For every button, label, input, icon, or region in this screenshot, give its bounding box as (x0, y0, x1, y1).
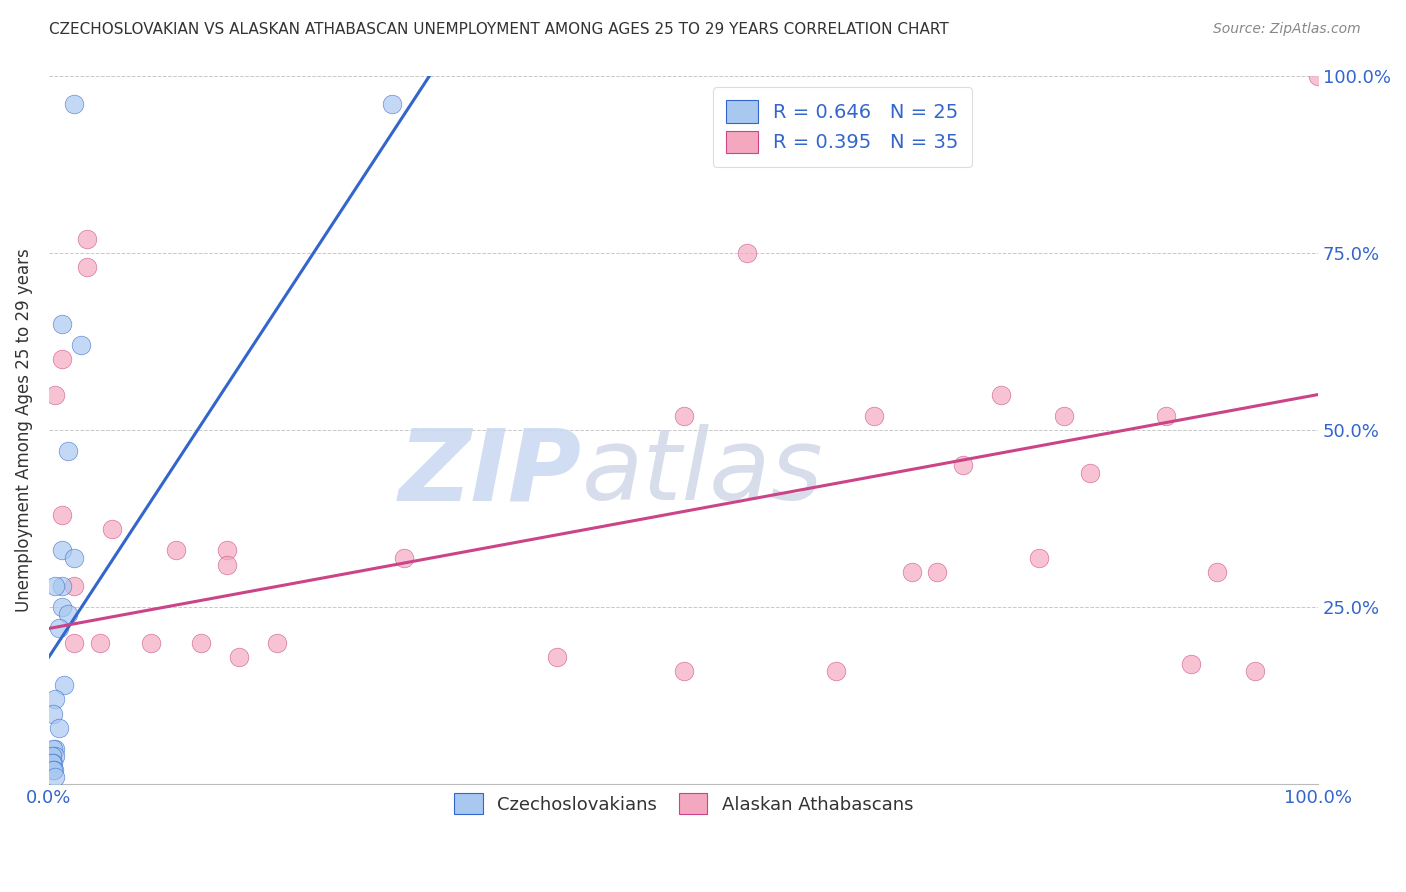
Point (44, 387, 66, 401)
Point (381, 96, 404, 111)
Point (1028, 550, 1050, 565)
Point (41, 756, 63, 771)
Point (927, 565, 949, 579)
Point (165, 543, 187, 558)
Point (89, 635, 111, 649)
Point (1078, 466, 1101, 480)
Point (48, 721, 70, 735)
Y-axis label: Unemployment Among Ages 25 to 29 years: Unemployment Among Ages 25 to 29 years (15, 248, 32, 612)
Point (51, 600, 73, 615)
Text: CZECHOSLOVAKIAN VS ALASKAN ATHABASCAN UNEMPLOYMENT AMONG AGES 25 TO 29 YEARS COR: CZECHOSLOVAKIAN VS ALASKAN ATHABASCAN UN… (49, 22, 949, 37)
Point (1243, 664, 1265, 678)
Point (215, 543, 238, 558)
Point (76, 260, 98, 274)
Point (44, 742, 66, 756)
Point (56, 607, 79, 622)
Point (69, 338, 91, 352)
Point (63, 550, 86, 565)
Point (44, 692, 66, 706)
Point (42, 706, 65, 721)
Point (1180, 657, 1202, 671)
Point (672, 409, 695, 423)
Point (51, 317, 73, 331)
Legend: Czechoslovakians, Alaskan Athabascans: Czechoslovakians, Alaskan Athabascans (443, 782, 924, 825)
Point (672, 664, 695, 678)
Point (51, 508, 73, 522)
Point (44, 770, 66, 784)
Point (394, 550, 416, 565)
Point (63, 579, 86, 593)
Point (63, 635, 86, 649)
Point (990, 387, 1012, 401)
Point (228, 649, 250, 664)
Point (51, 543, 73, 558)
Point (1154, 409, 1177, 423)
Point (1308, 69, 1330, 83)
Point (41, 749, 63, 764)
Point (51, 352, 73, 367)
Point (53, 678, 76, 692)
Point (44, 749, 66, 764)
Point (42, 764, 65, 778)
Point (1053, 409, 1076, 423)
Point (824, 664, 846, 678)
Point (190, 635, 212, 649)
Point (139, 635, 162, 649)
Point (901, 565, 924, 579)
Text: Source: ZipAtlas.com: Source: ZipAtlas.com (1213, 22, 1361, 37)
Point (863, 409, 886, 423)
Point (952, 458, 974, 473)
Text: ZIP: ZIP (399, 424, 582, 521)
Point (42, 764, 65, 778)
Text: atlas: atlas (582, 424, 824, 521)
Point (101, 522, 124, 536)
Point (546, 649, 568, 664)
Point (63, 96, 86, 111)
Point (42, 742, 65, 756)
Point (215, 558, 238, 572)
Point (42, 756, 65, 771)
Point (1205, 565, 1227, 579)
Point (51, 579, 73, 593)
Point (266, 635, 288, 649)
Point (44, 579, 66, 593)
Point (56, 444, 79, 458)
Point (76, 231, 98, 245)
Point (48, 622, 70, 636)
Point (735, 245, 758, 260)
